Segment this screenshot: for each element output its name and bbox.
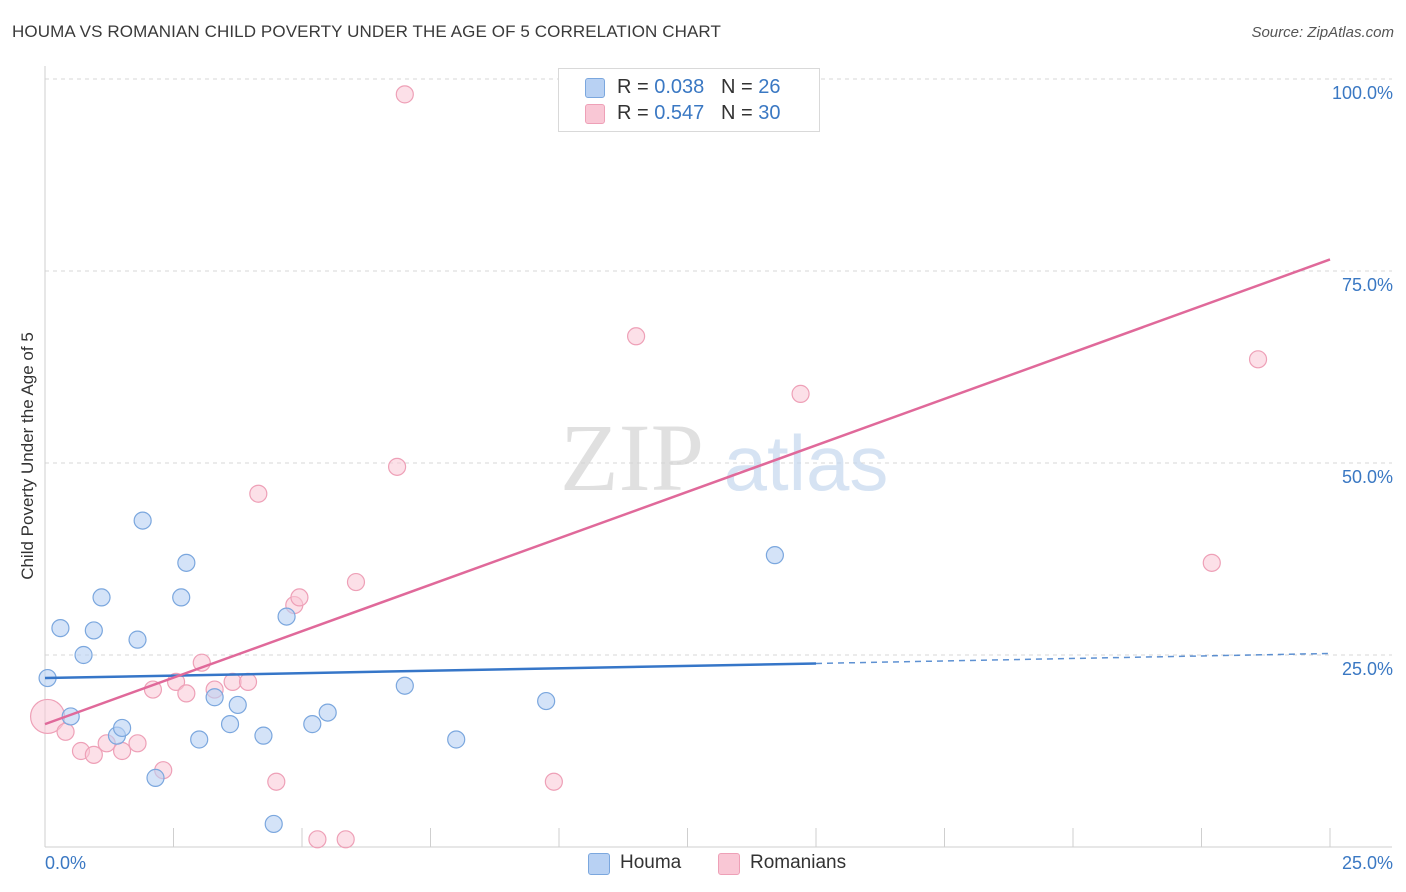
houma-point xyxy=(146,768,165,787)
romanians-r-value: 0.547 xyxy=(654,102,705,124)
romanians-swatch xyxy=(585,104,605,124)
houma-r-label: R = xyxy=(617,76,655,98)
houma-point xyxy=(190,730,209,749)
houma-trend-line xyxy=(44,662,817,680)
romanians-n-value: 30 xyxy=(758,102,781,124)
watermark-zip: ZIP xyxy=(560,404,704,511)
romanians-point xyxy=(395,85,414,104)
houma-point xyxy=(254,726,273,745)
houma-point xyxy=(318,703,337,722)
romanians-legend-label: Romanians xyxy=(750,852,847,873)
grid-lines xyxy=(45,78,1392,656)
romanians-point xyxy=(223,672,242,691)
houma-point xyxy=(277,607,296,626)
axes xyxy=(44,66,1392,848)
romanians-point xyxy=(626,327,646,346)
trend-lines xyxy=(44,258,1331,726)
romanians-point xyxy=(128,734,147,753)
romanians-n-label: N = xyxy=(720,102,759,124)
romanians-point xyxy=(791,384,810,403)
houma-point xyxy=(128,630,147,649)
chart-source: Source: ZipAtlas.com xyxy=(1251,24,1394,41)
houma-swatch xyxy=(585,78,605,98)
legend-romanians-text: R = 0.547 N = 30 xyxy=(617,102,780,125)
houma-legend-swatch xyxy=(588,853,610,875)
romanians-trend-line xyxy=(44,258,1331,726)
houma-point xyxy=(765,546,784,565)
chart-title: HOUMA VS ROMANIAN CHILD POVERTY UNDER TH… xyxy=(12,22,721,41)
houma-point xyxy=(264,814,283,834)
houma-point xyxy=(303,715,322,734)
houma-trend-extension xyxy=(815,652,1331,665)
houma-point xyxy=(177,553,196,572)
houma-n-value: 26 xyxy=(758,76,781,98)
data-points xyxy=(29,85,1268,849)
houma-point xyxy=(112,718,132,738)
houma-legend-label: Houma xyxy=(620,852,682,873)
romanians-point xyxy=(84,745,103,764)
houma-point xyxy=(74,645,93,665)
stats-legend: R = 0.038 N = 26 R = 0.547 N = 30 xyxy=(558,68,820,132)
y-tick-label: 100.0% xyxy=(1332,83,1393,103)
romanians-point xyxy=(249,484,268,503)
x-tick-label: 25.0% xyxy=(1342,853,1393,873)
tick-labels: 25.0% 50.0% 75.0% 100.0% 0.0% 25.0% xyxy=(45,83,1393,873)
romanians-point xyxy=(336,830,355,849)
y-tick-label: 50.0% xyxy=(1342,467,1393,487)
houma-point xyxy=(395,676,414,695)
romanians-point xyxy=(1248,350,1268,369)
houma-point xyxy=(51,619,70,638)
romanians-point xyxy=(290,588,309,607)
romanians-point xyxy=(238,672,258,691)
houma-point xyxy=(220,715,240,734)
romanians-point xyxy=(56,722,75,741)
romanians-point xyxy=(267,772,286,791)
houma-point xyxy=(172,588,191,607)
romanians-r-label: R = xyxy=(617,102,655,124)
romanians-legend-swatch xyxy=(718,853,740,875)
romanians-point xyxy=(346,572,366,592)
houma-point xyxy=(228,695,247,715)
houma-point xyxy=(92,588,111,607)
y-tick-label: 75.0% xyxy=(1342,275,1393,295)
houma-point xyxy=(84,621,103,640)
romanians-point xyxy=(177,684,196,703)
houma-r-value: 0.038 xyxy=(654,76,705,98)
romanians-point xyxy=(387,457,407,476)
houma-point xyxy=(205,688,224,707)
houma-point xyxy=(133,511,152,530)
x-tick-label: 0.0% xyxy=(45,853,86,873)
romanians-point xyxy=(308,830,327,849)
houma-n-label: N = xyxy=(720,76,759,98)
watermark: ZIP atlas xyxy=(560,404,888,511)
y-tick-label: 25.0% xyxy=(1342,659,1393,679)
romanians-point xyxy=(1202,553,1221,572)
houma-point xyxy=(537,691,556,711)
watermark-atlas: atlas xyxy=(724,419,889,507)
legend-houma-text: R = 0.038 N = 26 xyxy=(617,76,780,99)
romanians-point xyxy=(112,741,132,761)
houma-point xyxy=(447,730,466,749)
romanians-point xyxy=(544,772,563,791)
